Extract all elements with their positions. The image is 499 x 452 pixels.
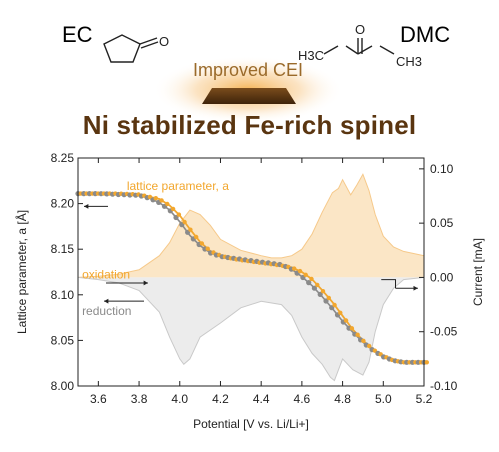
y-left-tick-label: 8.00 [51,379,75,393]
lattice-oxidation-point [147,194,153,200]
y-right-tick-label: -0.05 [430,325,458,339]
left-axis-arrow-head [84,203,89,209]
lattice-reduction-point [323,298,329,304]
cei-bar [202,88,296,104]
lattice-oxidation-point [355,332,360,337]
lattice-oxidation-point [332,302,337,308]
lattice-oxidation-point [292,266,297,271]
lattice-oxidation-point [194,234,199,240]
lattice-reduction-point [173,214,179,221]
x-tick-label: 4.4 [253,392,270,406]
y-left-tick-label: 8.10 [51,288,75,302]
x-axis-label: Potential [V vs. Li/Li+] [193,417,309,431]
right-axis-arrow-head [413,285,418,291]
ec-molecule-icon: O [103,34,169,63]
cei-label: Improved CEI [192,60,304,80]
dmc-molecule-icon: H3C O CH3 [298,22,422,69]
lattice-reduction-point [311,285,317,291]
lattice-oxidation-point [343,318,349,323]
lattice-oxidation-point [170,206,176,212]
current-oxidation-line [77,173,425,278]
plot-frame [77,157,425,387]
dmc-label: DMC [400,22,451,47]
lattice-oxidation-point [367,343,372,349]
y-left-axis-label: Lattice parameter, a [Å] [14,210,29,334]
ec-label: EC [62,22,93,47]
lattice-oxidation-point [315,282,320,288]
y-right-tick-label: -0.10 [430,379,458,393]
lattice-reduction-point [306,280,312,286]
headline: Ni stabilized Fe-rich spinel [82,110,417,140]
dmc-right-methyl: CH3 [396,54,422,69]
ec-carbonyl-o: O [159,34,169,49]
y-left-tick-label: 8.20 [51,197,75,211]
lattice-oxidation-point [153,196,158,201]
lattice-oxidation-point [303,272,308,277]
lattice-annotation: lattice parameter, a [127,179,229,193]
lattice-oxidation-point [309,276,314,282]
lattice-oxidation-point [176,212,182,217]
lattice-oxidation-point [199,241,205,246]
lattice-oxidation-point [320,289,326,294]
x-tick-label: 4.8 [334,392,351,406]
x-tick-label: 3.6 [90,392,107,406]
current-reduction-area [78,277,424,381]
oxidation-arrow-head [143,280,148,286]
lattice-reduction-point [317,291,323,297]
lattice-oxidation-point [338,310,343,315]
right-axis-bracket [381,279,397,289]
x-tick-label: 5.0 [375,392,392,406]
y-left-tick-label: 8.05 [51,333,75,347]
chart: 3.6 3.8 4.0 4.2 4.4 4.6 4.8 5.0 5.2 8.00 8.05 8.10 8… [14,151,485,431]
lattice-oxidation-point [349,326,355,331]
dmc-carbonyl-o: O [355,22,365,37]
x-tick-label: 3.8 [131,392,148,406]
reduction-arrow-head [104,298,109,304]
lattice-oxidation-point [424,360,429,365]
lattice-oxidation-point [188,227,193,232]
y-left-tick-label: 8.15 [51,242,75,256]
y-right-tick-label: 0.10 [430,162,454,176]
x-tick-label: 4.2 [212,392,229,406]
y-right-axis-label: Current [mA] [471,238,485,306]
lattice-oxidation-point [205,246,210,251]
lattice-oxidation-point [326,295,331,301]
oxidation-annotation: oxidation [82,267,130,281]
x-tick-label: 4.6 [294,392,311,406]
y-left-tick-label: 8.25 [51,151,75,165]
dmc-left-methyl: H3C [298,48,324,63]
x-tick-label: 4.0 [171,392,188,406]
lattice-oxidation-point [159,198,164,203]
x-tick-label: 5.2 [416,392,433,406]
y-right-tick-label: 0.00 [430,270,454,284]
reduction-annotation: reduction [82,304,131,318]
lattice-oxidation-point [361,338,366,343]
y-right-tick-label: 0.05 [430,216,454,230]
lattice-oxidation-point [165,201,170,207]
lattice-oxidation-point [297,268,303,274]
current-oxidation-area [78,174,424,278]
lattice-oxidation-point [182,219,187,225]
